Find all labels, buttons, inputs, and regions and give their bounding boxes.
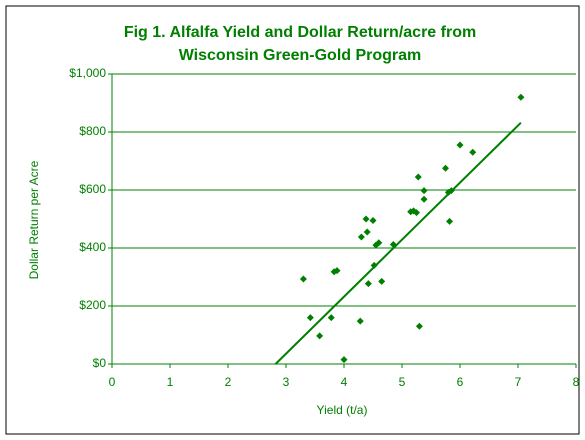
y-tick-label: $600 [79,182,106,196]
point [469,148,477,156]
y-tick-label: $1,000 [69,66,106,80]
y-tick-label: $800 [79,124,106,138]
point [378,277,386,285]
point [306,314,314,322]
y-axis-label: Dollar Return per Acre [27,160,41,279]
point [413,209,420,217]
x-tick-label: 5 [399,375,406,389]
point [364,280,372,288]
point [414,173,422,181]
point [517,93,525,101]
x-tick-label: 6 [457,375,464,389]
point [357,233,365,241]
x-tick-label: 0 [109,375,116,389]
x-tick-label: 7 [515,375,522,389]
x-tick-label: 3 [283,375,290,389]
x-tick-label: 4 [341,375,348,389]
point [420,195,428,203]
chart-title: Fig 1. Alfalfa Yield and Dollar Return/a… [124,24,476,41]
point [369,216,377,224]
y-tick-label: $0 [93,356,107,370]
trendline [274,122,522,365]
point [442,164,449,172]
chart-border [5,5,580,435]
y-tick-label: $200 [79,298,106,312]
point [327,314,335,322]
point [375,239,383,247]
x-tick-label: 1 [167,375,174,389]
point [415,322,423,330]
point [299,275,307,283]
point [456,141,464,149]
point [340,356,348,364]
x-tick-label: 2 [225,375,232,389]
x-axis-label: Yield (t/a) [317,403,368,417]
point [362,215,370,223]
point [363,228,371,236]
point [356,317,364,325]
chart-subtitle: Wisconsin Green-Gold Program [179,47,422,64]
point [333,267,341,275]
y-tick-label: $400 [79,240,106,254]
point [370,261,378,269]
point [446,217,454,225]
point [316,332,324,340]
point [420,187,428,195]
x-tick-label: 8 [573,375,580,389]
